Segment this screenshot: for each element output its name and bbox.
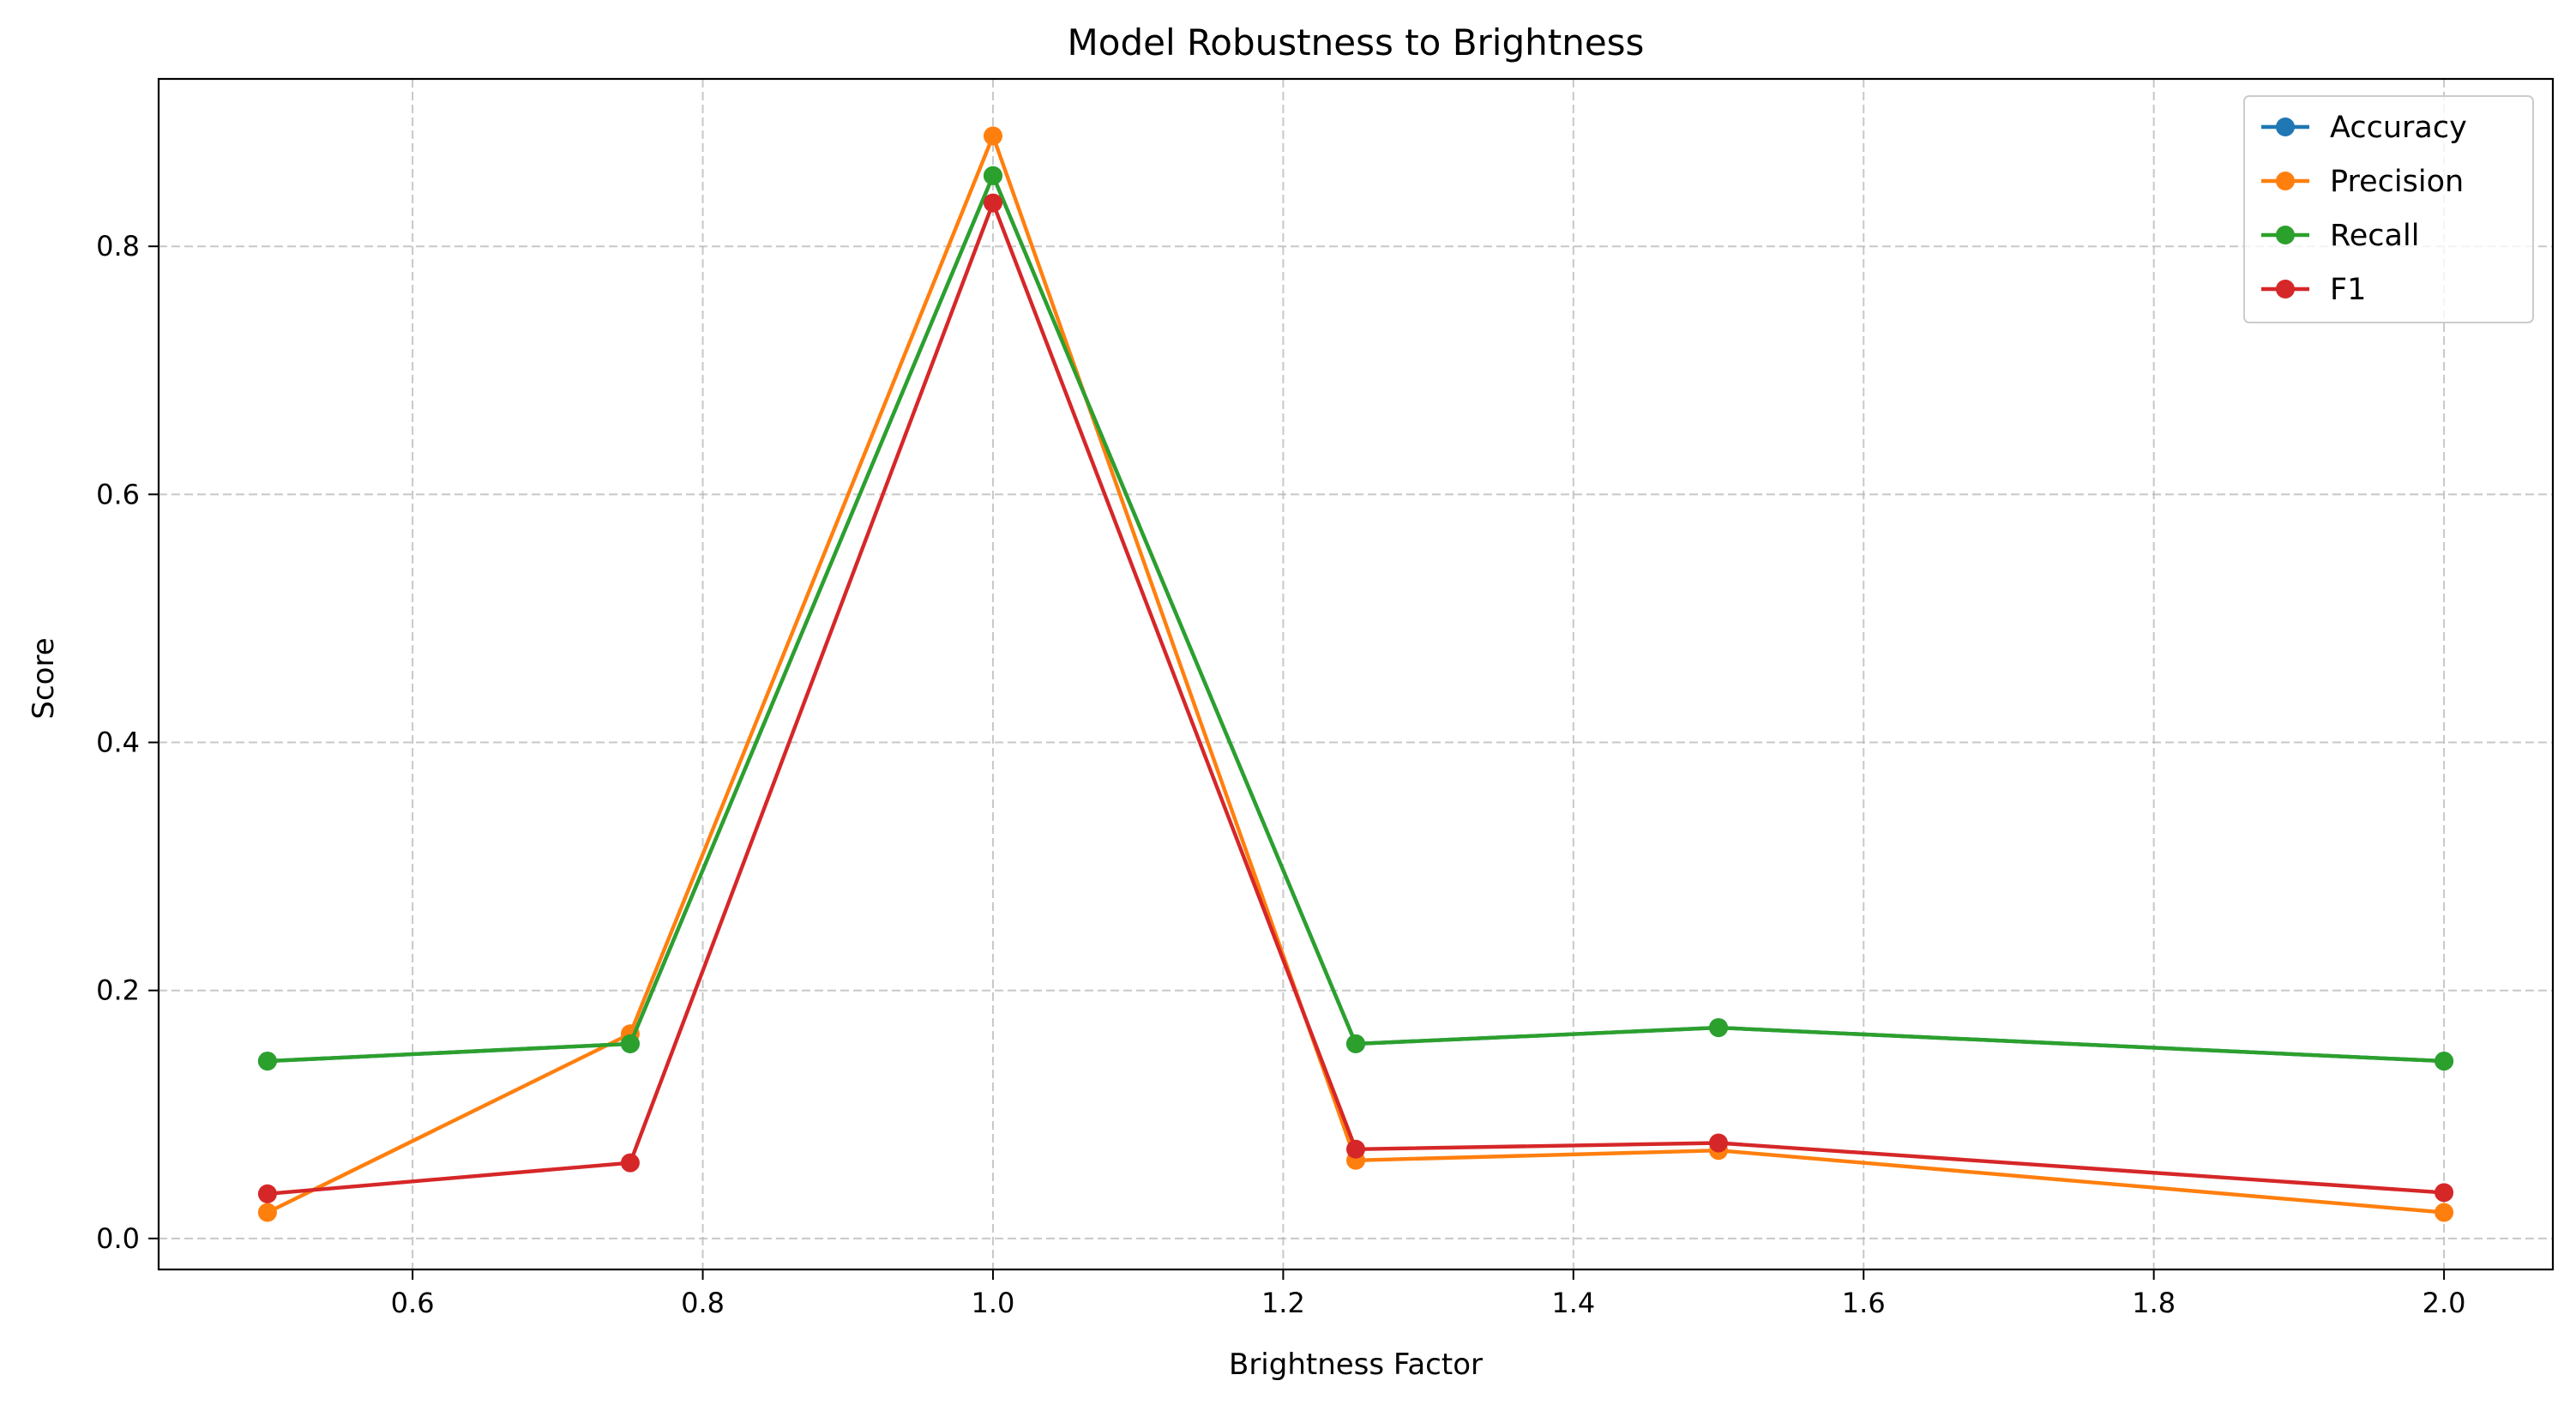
legend-label-recall: Recall <box>2330 219 2419 253</box>
x-axis-label: Brightness Factor <box>1229 1348 1483 1382</box>
legend-marker-precision <box>2276 172 2295 190</box>
data-point-recall <box>257 1052 277 1071</box>
data-point-precision <box>2435 1203 2454 1222</box>
data-point-precision <box>983 126 1002 146</box>
series-layer <box>257 126 2454 1222</box>
y-tick-label: 0.2 <box>96 974 140 1007</box>
y-axis-label: Score <box>27 637 61 719</box>
grid <box>159 79 2553 1269</box>
legend-marker-recall <box>2276 226 2295 244</box>
plot-frame <box>157 77 2555 1271</box>
data-point-f1 <box>2435 1183 2454 1203</box>
y-tick-label: 0.8 <box>96 230 140 262</box>
data-point-f1 <box>983 193 1002 213</box>
x-tick-label: 1.2 <box>1261 1287 1305 1319</box>
data-point-recall <box>1346 1034 1365 1053</box>
data-point-recall <box>983 166 1002 185</box>
data-point-f1 <box>257 1184 277 1203</box>
legend-label-precision: Precision <box>2330 165 2464 199</box>
data-point-f1 <box>1346 1139 1365 1159</box>
chart-title: Model Robustness to Brightness <box>1068 21 1645 63</box>
series-line-f1 <box>265 201 2447 1197</box>
x-tick-label: 1.8 <box>2132 1287 2176 1319</box>
data-point-recall <box>1709 1018 1729 1038</box>
ticks: 0.6 0.8 1.0 1.2 1.4 1.6 1.8 2.0 0.0 0.2 0.4 0.6 0.8 <box>96 230 2465 1319</box>
x-tick-label: 1.0 <box>972 1287 1015 1319</box>
x-tick-label: 0.8 <box>681 1287 725 1319</box>
x-tick-label: 1.6 <box>1842 1287 1886 1319</box>
legend-label-f1: F1 <box>2330 273 2366 307</box>
x-tick-label: 2.0 <box>2423 1287 2466 1319</box>
data-point-recall <box>2435 1052 2454 1071</box>
legend-marker-f1 <box>2276 280 2295 298</box>
data-point-f1 <box>620 1153 640 1173</box>
data-point-recall <box>620 1034 640 1053</box>
legend-box <box>2243 95 2534 323</box>
y-tick-label: 0.6 <box>96 478 140 510</box>
x-tick-label: 0.6 <box>391 1287 435 1319</box>
series-line-precision <box>265 134 2447 1215</box>
data-point-precision <box>257 1203 277 1222</box>
legend-marker-accuracy <box>2276 118 2295 136</box>
y-tick-label: 0.4 <box>96 727 140 759</box>
y-tick-label: 0.0 <box>96 1222 140 1255</box>
legend-label-accuracy: Accuracy <box>2330 111 2467 145</box>
series-line-recall <box>265 173 2447 1064</box>
legend: Accuracy Precision Recall F1 <box>2243 95 2534 323</box>
x-tick-label: 1.4 <box>1551 1287 1595 1319</box>
data-point-f1 <box>1709 1133 1729 1153</box>
